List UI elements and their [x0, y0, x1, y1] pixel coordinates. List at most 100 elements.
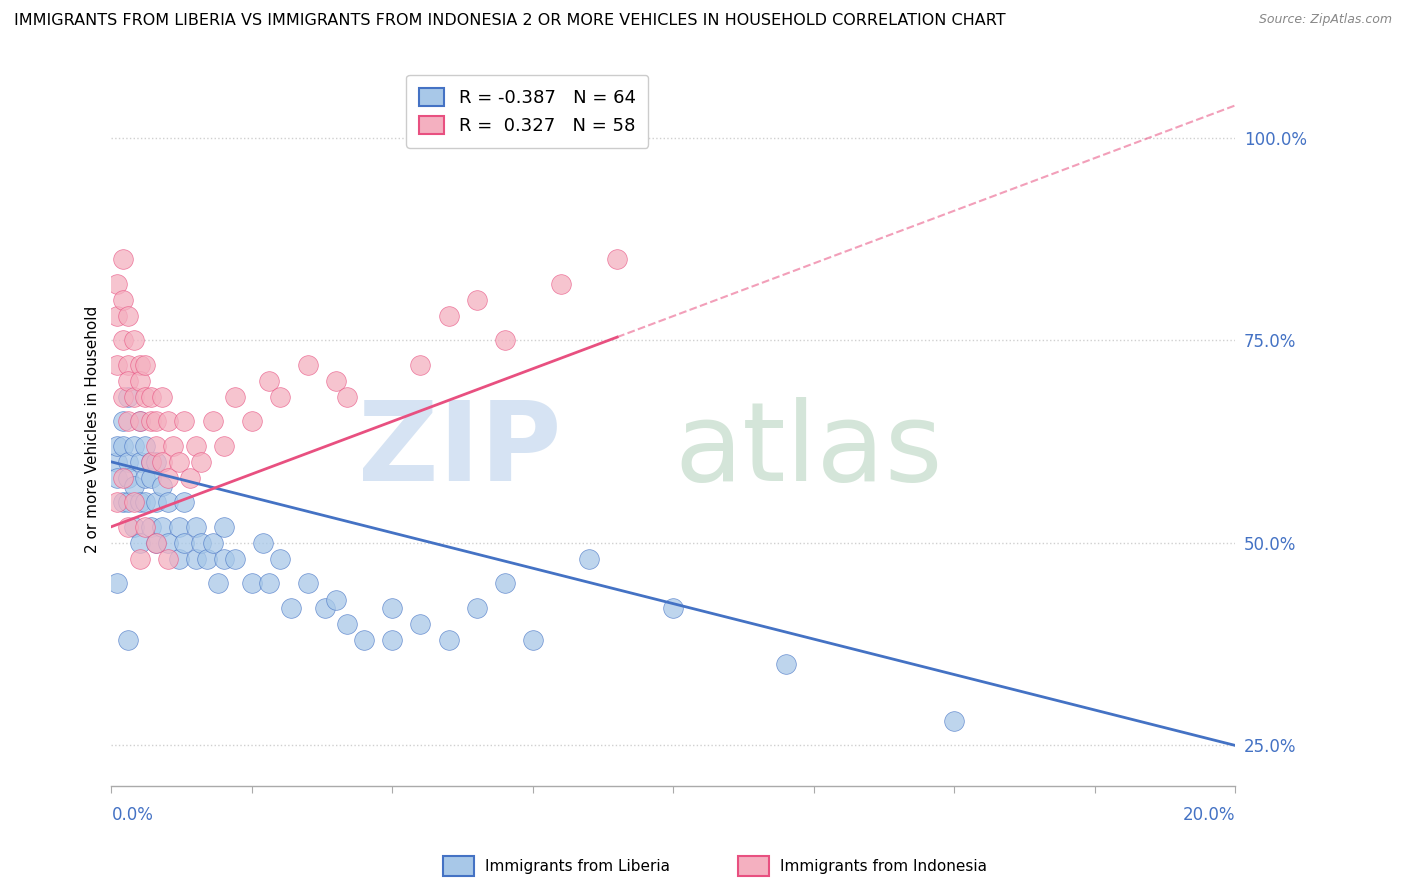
- Point: [105, 471, 128, 485]
- Text: Source: ZipAtlas.com: Source: ZipAtlas.com: [1258, 13, 1392, 27]
- Point: [297, 358, 319, 372]
- Point: [128, 455, 150, 469]
- Point: [139, 390, 162, 404]
- Point: [128, 358, 150, 372]
- Point: [122, 334, 145, 348]
- Point: [139, 471, 162, 485]
- Point: [162, 439, 184, 453]
- Point: [173, 536, 195, 550]
- Point: [179, 471, 201, 485]
- Point: [111, 414, 134, 428]
- Point: [173, 414, 195, 428]
- Point: [105, 495, 128, 509]
- Point: [117, 471, 139, 485]
- Text: 0.0%: 0.0%: [111, 806, 153, 824]
- Point: [522, 633, 544, 648]
- Point: [117, 633, 139, 648]
- Text: IMMIGRANTS FROM LIBERIA VS IMMIGRANTS FROM INDONESIA 2 OR MORE VEHICLES IN HOUSE: IMMIGRANTS FROM LIBERIA VS IMMIGRANTS FR…: [14, 13, 1005, 29]
- Point: [184, 519, 207, 533]
- Point: [550, 277, 572, 291]
- Text: 20.0%: 20.0%: [1182, 806, 1236, 824]
- Point: [224, 552, 246, 566]
- Point: [494, 576, 516, 591]
- Point: [437, 309, 460, 323]
- Point: [117, 390, 139, 404]
- Point: [257, 374, 280, 388]
- Point: [111, 252, 134, 267]
- Point: [122, 519, 145, 533]
- Point: [145, 536, 167, 550]
- Point: [156, 414, 179, 428]
- Point: [111, 439, 134, 453]
- Point: [190, 455, 212, 469]
- Point: [156, 536, 179, 550]
- Point: [184, 552, 207, 566]
- Point: [201, 536, 224, 550]
- Text: ZIP: ZIP: [357, 397, 561, 504]
- Point: [150, 519, 173, 533]
- Point: [184, 439, 207, 453]
- Point: [224, 390, 246, 404]
- Point: [111, 334, 134, 348]
- Point: [117, 374, 139, 388]
- Text: Immigrants from Liberia: Immigrants from Liberia: [485, 859, 671, 873]
- Point: [122, 495, 145, 509]
- Point: [943, 714, 966, 728]
- Point: [775, 657, 797, 672]
- Point: [122, 439, 145, 453]
- Point: [156, 552, 179, 566]
- Point: [134, 358, 156, 372]
- Point: [145, 439, 167, 453]
- Point: [465, 293, 488, 307]
- Text: atlas: atlas: [673, 397, 942, 504]
- Point: [257, 576, 280, 591]
- Point: [128, 495, 150, 509]
- Point: [111, 390, 134, 404]
- Point: [297, 576, 319, 591]
- Point: [280, 600, 302, 615]
- Point: [465, 600, 488, 615]
- Point: [173, 495, 195, 509]
- Point: [145, 455, 167, 469]
- Point: [195, 552, 218, 566]
- Point: [167, 455, 190, 469]
- Point: [105, 439, 128, 453]
- Point: [134, 439, 156, 453]
- Point: [381, 633, 404, 648]
- Point: [409, 358, 432, 372]
- Point: [325, 592, 347, 607]
- Point: [139, 414, 162, 428]
- Point: [578, 552, 600, 566]
- Point: [145, 414, 167, 428]
- Point: [150, 479, 173, 493]
- Point: [105, 309, 128, 323]
- Point: [122, 390, 145, 404]
- Point: [212, 552, 235, 566]
- Point: [128, 414, 150, 428]
- Point: [105, 455, 128, 469]
- Point: [105, 277, 128, 291]
- Point: [150, 455, 173, 469]
- Point: [128, 552, 150, 566]
- Point: [117, 309, 139, 323]
- Point: [134, 471, 156, 485]
- Point: [207, 576, 229, 591]
- Point: [212, 519, 235, 533]
- Point: [139, 455, 162, 469]
- Point: [117, 495, 139, 509]
- Point: [122, 479, 145, 493]
- Point: [494, 334, 516, 348]
- Point: [111, 293, 134, 307]
- Point: [269, 390, 291, 404]
- Point: [128, 414, 150, 428]
- Point: [409, 616, 432, 631]
- Point: [139, 455, 162, 469]
- Point: [134, 390, 156, 404]
- Point: [437, 633, 460, 648]
- Point: [201, 414, 224, 428]
- Point: [662, 600, 685, 615]
- Point: [252, 536, 274, 550]
- Point: [134, 519, 156, 533]
- Point: [240, 414, 263, 428]
- Point: [336, 390, 359, 404]
